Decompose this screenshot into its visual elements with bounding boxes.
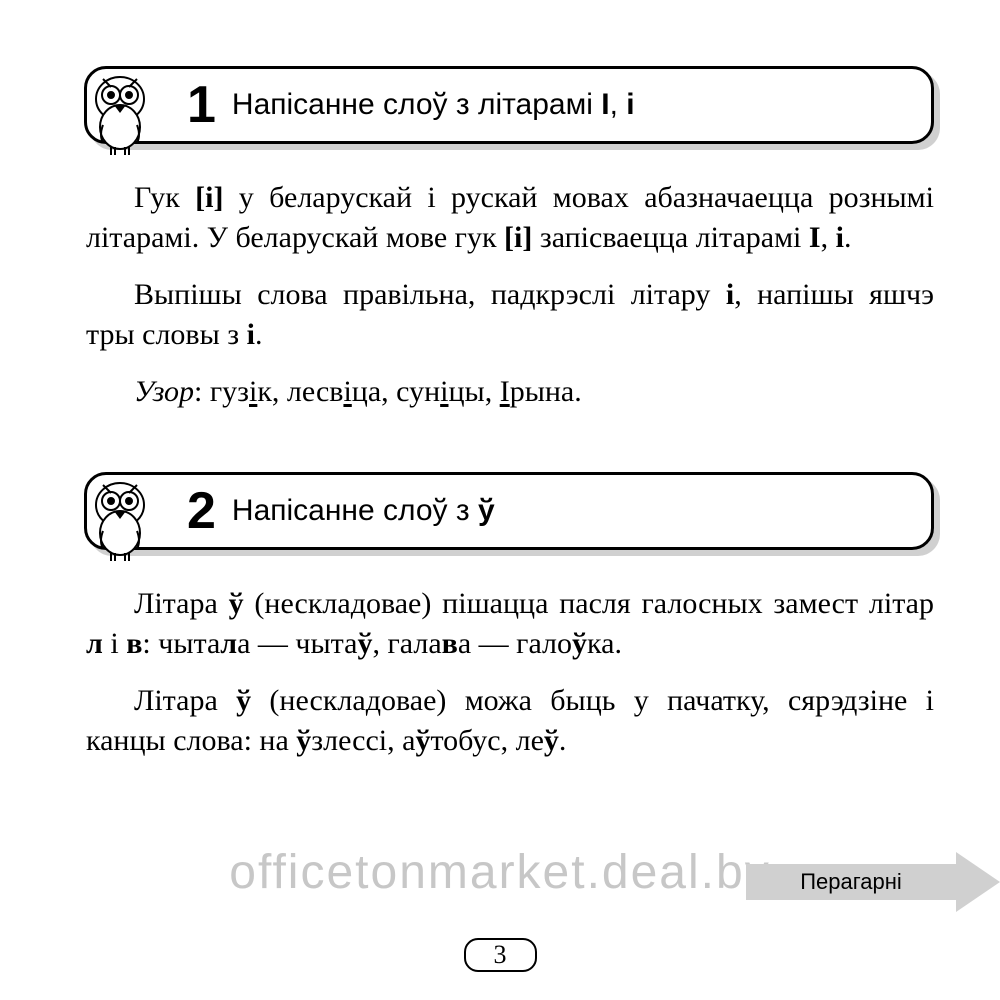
arrow-head-icon (956, 852, 1000, 912)
section-2-body: Літара ў (нескладовае) пішацца пасля га­… (86, 584, 934, 760)
page-content: 1 Напісанне слоў з літарамі І, і Гук [і]… (0, 0, 1000, 760)
section-header-2: 2 Напісанне слоў з ў (84, 472, 934, 550)
section-title: Напісанне слоў з ў (232, 493, 495, 529)
section-1-body: Гук [і] у беларускай і рускай мовах абаз… (86, 178, 934, 412)
page-number: 3 (464, 938, 537, 972)
paragraph: Літара ў (нескладовае) можа быць у пачат… (86, 681, 934, 760)
paragraph: Узор: гузік, лесвіца, суніцы, Ірына. (86, 372, 934, 412)
paragraph: Выпішы слова правільна, падкрэслі літа­р… (86, 275, 934, 354)
owl-icon (81, 65, 159, 157)
section-number: 2 (187, 485, 216, 537)
section-header-1: 1 Напісанне слоў з літарамі І, і (84, 66, 934, 144)
section-title: Напісанне слоў з літарамі І, і (232, 87, 635, 123)
owl-icon (81, 471, 159, 563)
turn-page-arrow: Перагарні (746, 852, 1000, 912)
paragraph: Гук [і] у беларускай і рускай мовах абаз… (86, 178, 934, 257)
page-number-container: 3 (0, 938, 1000, 972)
section-number: 1 (187, 79, 216, 131)
paragraph: Літара ў (нескладовае) пішацца пасля га­… (86, 584, 934, 663)
arrow-label: Перагарні (800, 869, 902, 895)
